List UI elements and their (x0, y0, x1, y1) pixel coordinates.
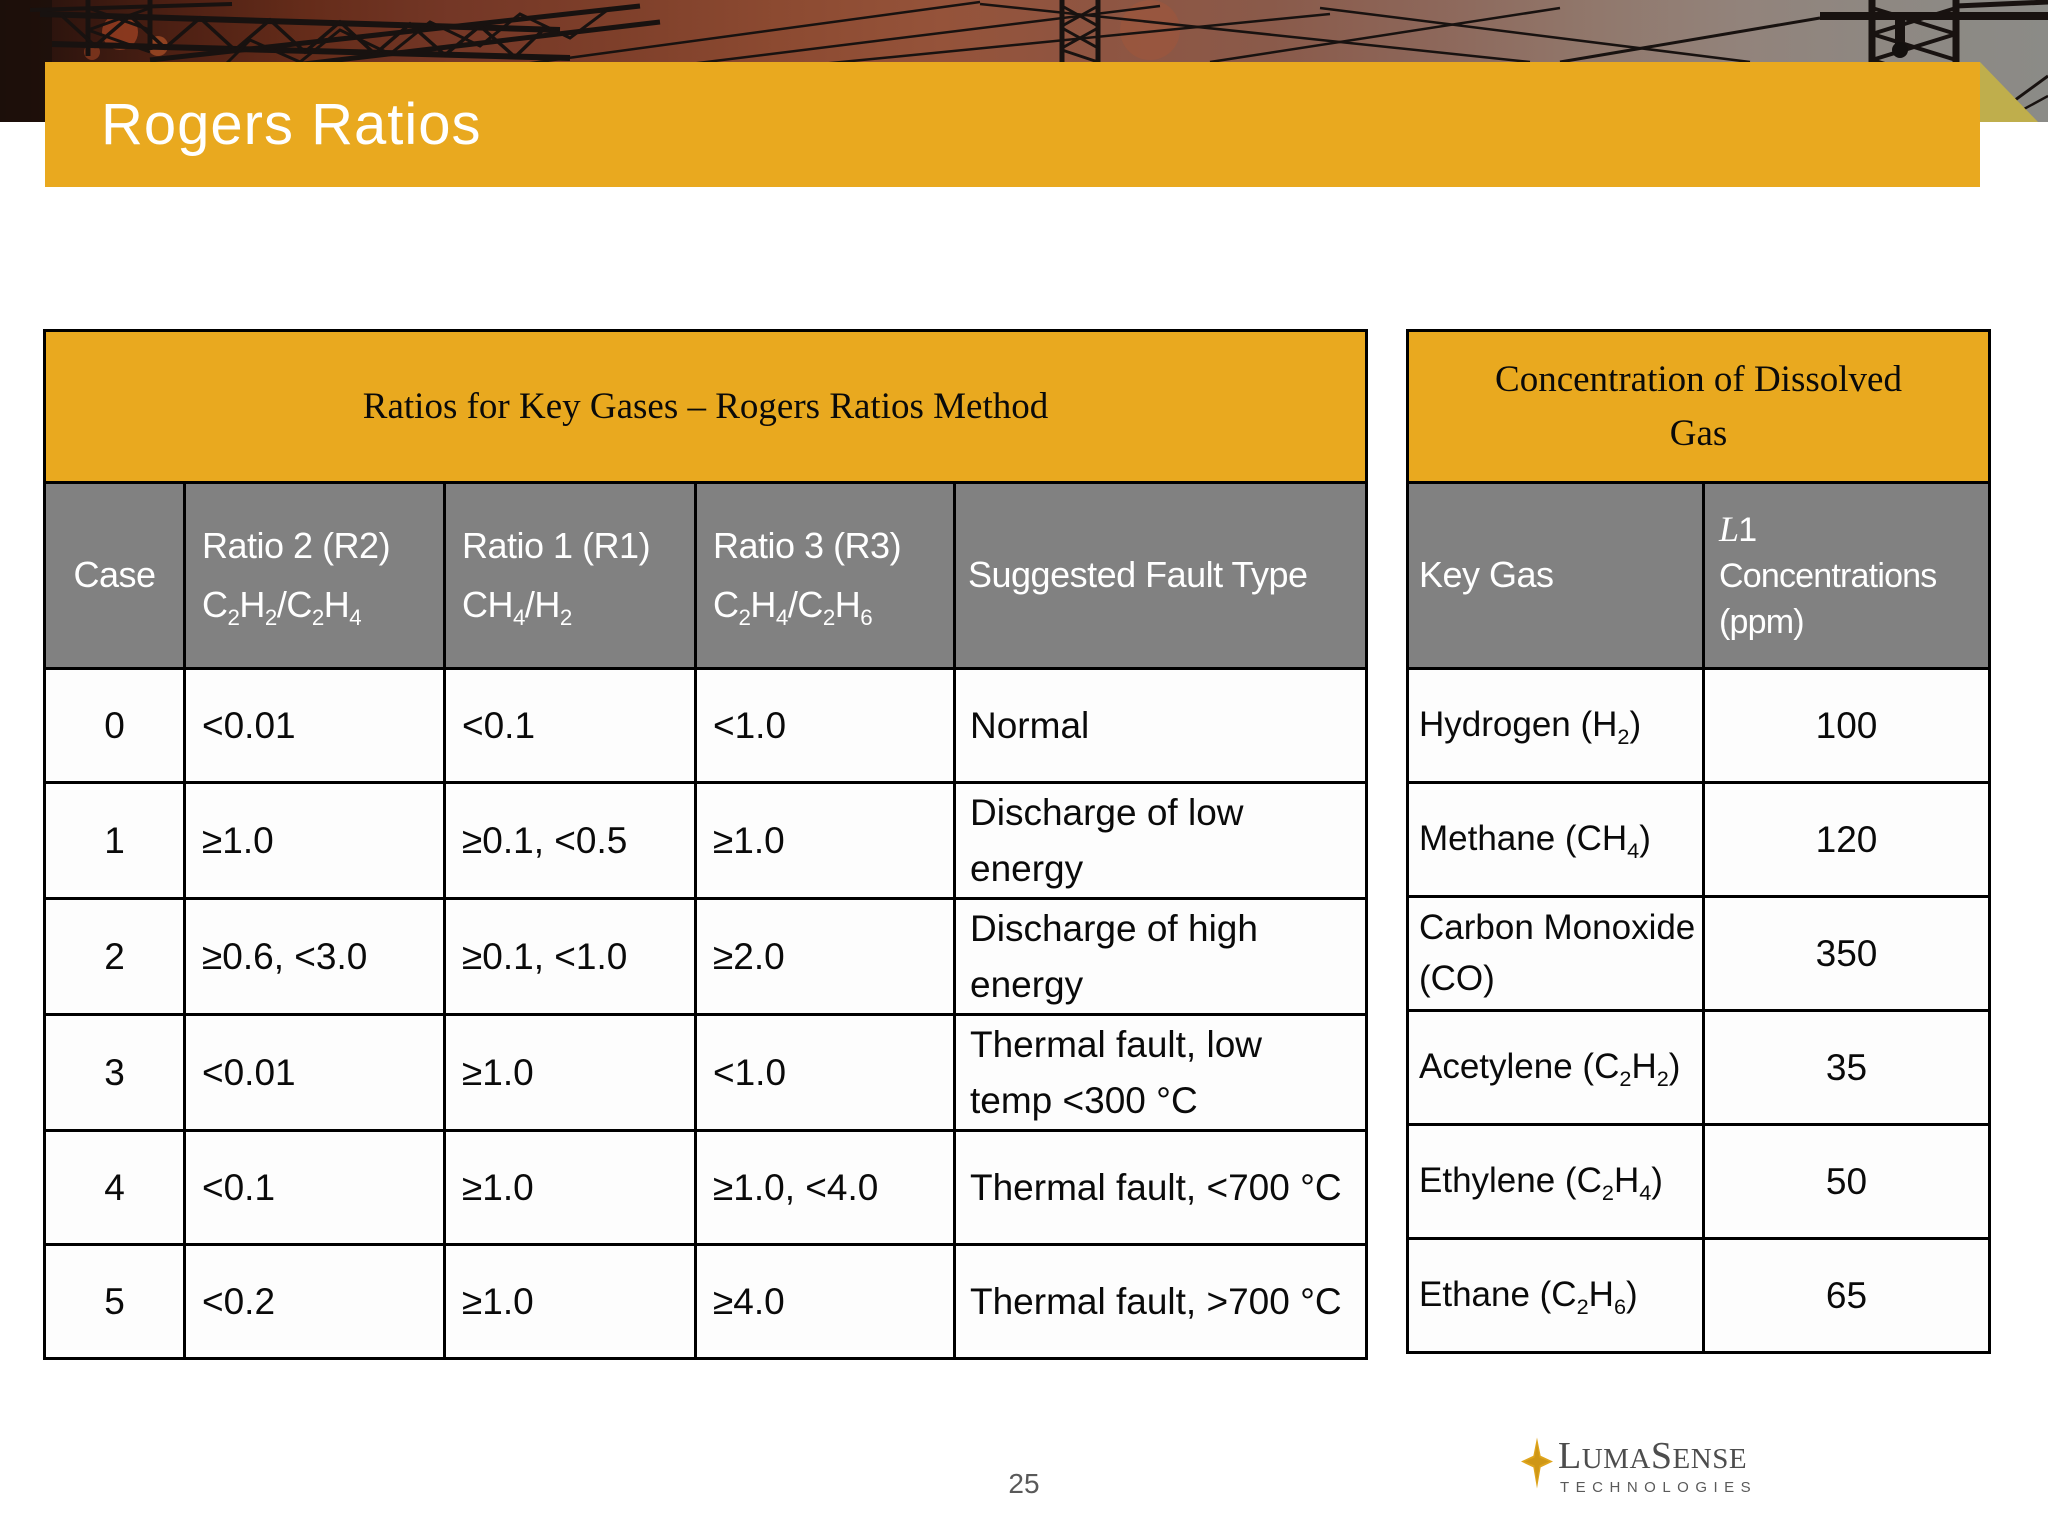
cell-ratio3: ≥1.0, <4.0 (694, 1129, 956, 1246)
ratios-table-body: 0 <0.01 <0.1 <1.0 Normal 1 ≥1.0 ≥0.1, <0.5 ≥1.0 D… (43, 667, 1369, 1360)
table-row: 5 <0.2 ≥1.0 ≥4.0 Thermal fault, >700 °C (43, 1243, 1369, 1360)
rogers-ratios-table: Ratios for Key Gases – Rogers Ratios Met… (42, 329, 1369, 1360)
slide-title-banner: Rogers Ratios (45, 62, 1980, 187)
table-row: Methane (CH4) 120 (1406, 781, 1991, 898)
cell-ratio3: <1.0 (694, 667, 956, 784)
logo-wordmark: LUMASENSE (1558, 1435, 1748, 1477)
ratios-table-title-row: Ratios for Key Gases – Rogers Ratios Met… (42, 329, 1369, 484)
table-row: 0 <0.01 <0.1 <1.0 Normal (43, 667, 1369, 784)
cell-case: 1 (43, 781, 186, 900)
cell-ratio3: ≥2.0 (694, 897, 956, 1016)
cell-key-gas: Methane (CH4) (1406, 781, 1705, 898)
table-row: Acetylene (C2H2) 35 (1406, 1009, 1991, 1126)
cell-fault-type: Thermal fault, low temp <300 °C (952, 1013, 1369, 1132)
cell-key-gas: Hydrogen (H2) (1406, 667, 1705, 784)
cell-ppm-value: 35 (1702, 1009, 1991, 1126)
ratio3-formula: C2H4/C2H6 (713, 583, 873, 630)
logo-subtitle: TECHNOLOGIES (1560, 1479, 1758, 1496)
lumasense-logo: LUMASENSE TECHNOLOGIES (1521, 1437, 1757, 1496)
cell-case: 3 (43, 1013, 186, 1132)
cell-key-gas: Ethane (C2H6) (1406, 1237, 1705, 1354)
ratio1-formula: CH4/H2 (462, 583, 572, 630)
table-row: 3 <0.01 ≥1.0 <1.0 Thermal fault, low temp <3… (43, 1013, 1369, 1132)
cell-ratio2: <0.01 (183, 1013, 446, 1132)
cell-ratio3: ≥1.0 (694, 781, 956, 900)
page-number: 25 (1008, 1468, 1040, 1499)
cell-fault-type: Discharge of low energy (952, 781, 1369, 900)
table-row: 4 <0.1 ≥1.0 ≥1.0, <4.0 Thermal fault, <700 °… (43, 1129, 1369, 1246)
cell-key-gas: Ethylene (C2H4) (1406, 1123, 1705, 1240)
table-row: Hydrogen (H2) 100 (1406, 667, 1991, 784)
concentration-table-body: Hydrogen (H2) 100 Methane (CH4) 120 Carbon M… (1406, 667, 1991, 1354)
cell-key-gas: Acetylene (C2H2) (1406, 1009, 1705, 1126)
cell-ratio1: ≥0.1, <1.0 (443, 897, 697, 1016)
column-header-key-gas: Key Gas (1406, 481, 1705, 670)
table-row: Ethylene (C2H4) 50 (1406, 1123, 1991, 1240)
table-row: 2 ≥0.6, <3.0 ≥0.1, <1.0 ≥2.0 Discharge of hi… (43, 897, 1369, 1016)
cell-ratio3: <1.0 (694, 1013, 956, 1132)
dissolved-gas-concentration-table: Concentration of Dissolved Gas Key Gas L… (1406, 329, 1991, 1354)
cell-ppm-value: 65 (1702, 1237, 1991, 1354)
cell-ratio1: ≥1.0 (443, 1013, 697, 1132)
cell-ratio2: ≥0.6, <3.0 (183, 897, 446, 1016)
column-header-fault-type: Suggested Fault Type (952, 481, 1369, 670)
cell-fault-type: Discharge of high energy (952, 897, 1369, 1016)
cell-ratio3: ≥4.0 (694, 1243, 956, 1360)
column-header-ratio3: Ratio 3 (R3) C2H4/C2H6 (694, 481, 956, 670)
cell-ppm-value: 350 (1702, 895, 1991, 1012)
cell-fault-type: Thermal fault, >700 °C (952, 1243, 1369, 1360)
logo-text: LUMASENSE TECHNOLOGIES (1558, 1437, 1757, 1496)
table-row: Carbon Monoxide (CO) 350 (1406, 895, 1991, 1012)
ratios-table-header-row: Case Ratio 2 (R2) C2H2/C2H4 Ratio 1 (R1)… (43, 481, 1369, 670)
cell-ppm-value: 50 (1702, 1123, 1991, 1240)
cell-case: 4 (43, 1129, 186, 1246)
cell-ratio2: <0.01 (183, 667, 446, 784)
ratio2-formula: C2H2/C2H4 (202, 583, 362, 630)
concentration-table-header-row: Key Gas L1 Concentrations (ppm) (1406, 481, 1991, 670)
cell-ppm-value: 120 (1702, 781, 1991, 898)
cell-ratio1: ≥1.0 (443, 1243, 697, 1360)
concentration-table-title: Concentration of Dissolved Gas (1406, 329, 1991, 484)
cell-ratio2: <0.2 (183, 1243, 446, 1360)
cell-case: 2 (43, 897, 186, 1016)
cell-fault-type: Thermal fault, <700 °C (952, 1129, 1369, 1246)
sparkle-icon (1521, 1437, 1553, 1488)
concentration-table-title-row: Concentration of Dissolved Gas (1406, 329, 1991, 484)
column-header-ratio2: Ratio 2 (R2) C2H2/C2H4 (183, 481, 446, 670)
cell-ratio2: ≥1.0 (183, 781, 446, 900)
ratios-table-title: Ratios for Key Gases – Rogers Ratios Met… (42, 329, 1369, 484)
table-row: Ethane (C2H6) 65 (1406, 1237, 1991, 1354)
column-header-l1-concentrations: L1 Concentrations (ppm) (1702, 481, 1991, 670)
column-header-ratio1: Ratio 1 (R1) CH4/H2 (443, 481, 697, 670)
cell-key-gas: Carbon Monoxide (CO) (1406, 895, 1705, 1012)
page-title: Rogers Ratios (101, 91, 482, 157)
table-row: 1 ≥1.0 ≥0.1, <0.5 ≥1.0 Discharge of low ener… (43, 781, 1369, 900)
cell-case: 5 (43, 1243, 186, 1360)
cell-ratio1: ≥0.1, <0.5 (443, 781, 697, 900)
cell-fault-type: Normal (952, 667, 1369, 784)
cell-ppm-value: 100 (1702, 667, 1991, 784)
column-header-case: Case (43, 481, 186, 670)
cell-case: 0 (43, 667, 186, 784)
cell-ratio1: <0.1 (443, 667, 697, 784)
cell-ratio2: <0.1 (183, 1129, 446, 1246)
cell-ratio1: ≥1.0 (443, 1129, 697, 1246)
